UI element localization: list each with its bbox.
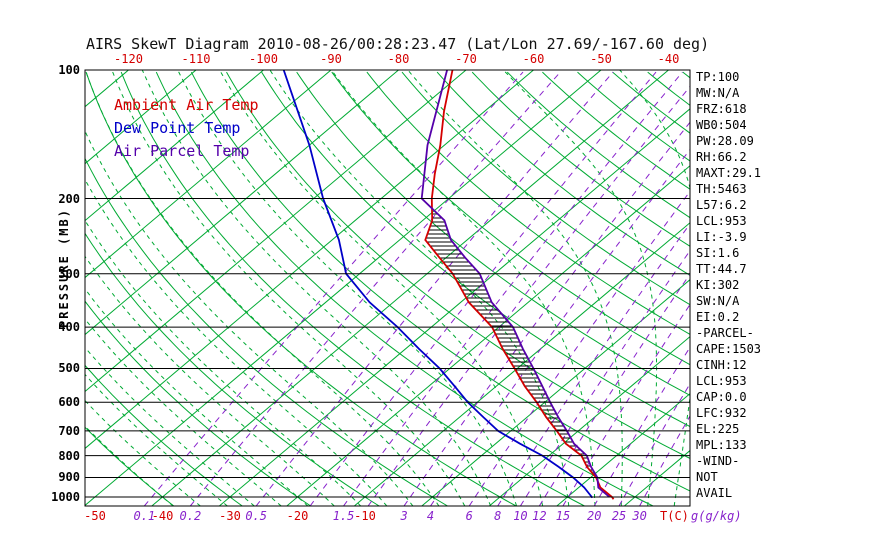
stat-line: PW:28.09 [696, 134, 754, 148]
stat-line: CINH:12 [696, 358, 747, 372]
parcel-temp-curve [420, 70, 610, 498]
pressure-tick-label: 100 [58, 63, 80, 77]
stat-line: EI:0.2 [696, 310, 740, 324]
stat-line: LI:-3.9 [696, 230, 747, 244]
bottom-temp-tick-label: -20 [286, 509, 309, 523]
mixing-ratio-tick-label: 0.2 [179, 509, 202, 523]
pressure-tick-label: 400 [58, 320, 80, 335]
top-temp-tick-label: -50 [590, 52, 612, 66]
stat-line: WB0:504 [696, 118, 747, 132]
stat-line: MAXT:29.1 [696, 166, 762, 180]
dew-point-curve [282, 70, 593, 499]
pressure-tick-label: 300 [58, 266, 80, 281]
mixing-ratio-tick-label: 8 [494, 509, 502, 523]
mixing-ratio-lines [143, 71, 690, 506]
stat-line: RH:66.2 [696, 150, 747, 164]
stat-line: LCL:953 [696, 214, 747, 228]
mixing-ratio-tick-label: 12 [532, 509, 547, 523]
plot-frame [84, 69, 691, 507]
stat-line: TH:5463 [696, 182, 747, 196]
stat-line: MW:N/A [696, 86, 740, 100]
mixing-ratio-tick-label: 3 [400, 509, 408, 523]
top-temp-tick-label: -120 [114, 52, 143, 66]
chart-title: AIRS SkewT Diagram 2010-08-26/00:28:23.4… [86, 35, 710, 53]
top-temp-tick-label: -40 [657, 52, 680, 66]
stat-line: -PARCEL- [696, 326, 754, 340]
stat-line: SW:N/A [696, 294, 740, 308]
stat-line: LCL:953 [696, 374, 747, 388]
stat-line: LFC:932 [696, 406, 747, 420]
top-temp-tick-label: -110 [181, 52, 211, 66]
legend: Ambient Air Temp Dew Point Temp Air Parcel… [114, 94, 259, 163]
mixing-ratio-tick-label: 10 [513, 509, 528, 523]
stat-line: NOT [696, 470, 718, 484]
top-temp-tick-label: -100 [249, 52, 278, 66]
pressure-tick-label: 600 [58, 395, 80, 410]
mixing-ratio-unit-label: g(g/kg) [691, 509, 742, 523]
stat-line: FRZ:618 [696, 102, 747, 116]
pressure-tick-label: 900 [58, 470, 80, 485]
stats-panel: TP:100 MW:N/A FRZ:618 WB0:504 PW:28.09 RH:66.… [696, 69, 761, 501]
mixing-ratio-tick-label: 30 [632, 509, 647, 523]
top-temp-tick-label: -60 [522, 52, 545, 66]
mixing-ratio-tick-label: 0.1 [133, 509, 156, 523]
mixing-ratio-tick-label: 4 [426, 509, 435, 523]
pressure-tick-label: 200 [58, 191, 80, 206]
pressure-tick-label: 700 [58, 423, 80, 438]
stat-line: CAPE:1503 [696, 342, 762, 356]
stat-line: TP:100 [696, 70, 740, 84]
mixing-ratio-tick-label: 25 [611, 509, 627, 523]
bottom-temp-tick-label: -50 [84, 509, 106, 523]
pressure-tick-label: 1000 [51, 490, 80, 504]
bottom-temp-tick-label: -30 [219, 509, 241, 523]
top-temp-tick-label: -90 [320, 52, 342, 66]
stat-line: CAP:0.0 [696, 390, 747, 404]
mixing-ratio-tick-label: 0.5 [245, 509, 268, 523]
legend-item-2: Air Parcel Temp [114, 142, 250, 160]
moist-adiabat-lines [85, 70, 690, 506]
legend-item-0: Ambient Air Temp [114, 96, 259, 114]
stat-line: -WIND- [696, 454, 740, 468]
pressure-lines [85, 69, 690, 498]
top-temp-tick-label: -70 [455, 52, 477, 66]
ambient-temp-curve [424, 70, 615, 500]
mixing-ratio-tick-label: 20 [586, 509, 602, 523]
mixing-ratio-tick-label: 6 [465, 509, 473, 523]
stat-line: L57:6.2 [696, 198, 747, 212]
stat-line: EL:225 [696, 422, 740, 436]
pressure-tick-label: 500 [58, 361, 80, 376]
bottom-temp-tick-label: -40 [151, 509, 174, 523]
bottom-temp-tick-label: -10 [354, 509, 376, 523]
isotherm-lines [85, 70, 690, 506]
stat-line: AVAIL [696, 486, 733, 500]
stat-line: MPL:133 [696, 438, 747, 452]
stat-line: KI:302 [696, 278, 740, 292]
stat-line: SI:1.6 [696, 246, 740, 260]
temp-unit-label: T(C) [660, 509, 689, 523]
pressure-tick-label: 800 [58, 448, 80, 463]
top-temp-tick-label: -80 [387, 52, 410, 66]
stat-line: TT:44.7 [696, 262, 747, 276]
mixing-ratio-tick-label: 15 [555, 509, 571, 523]
mixing-ratio-tick-label: 1.5 [332, 509, 355, 523]
legend-item-1: Dew Point Temp [114, 119, 241, 137]
